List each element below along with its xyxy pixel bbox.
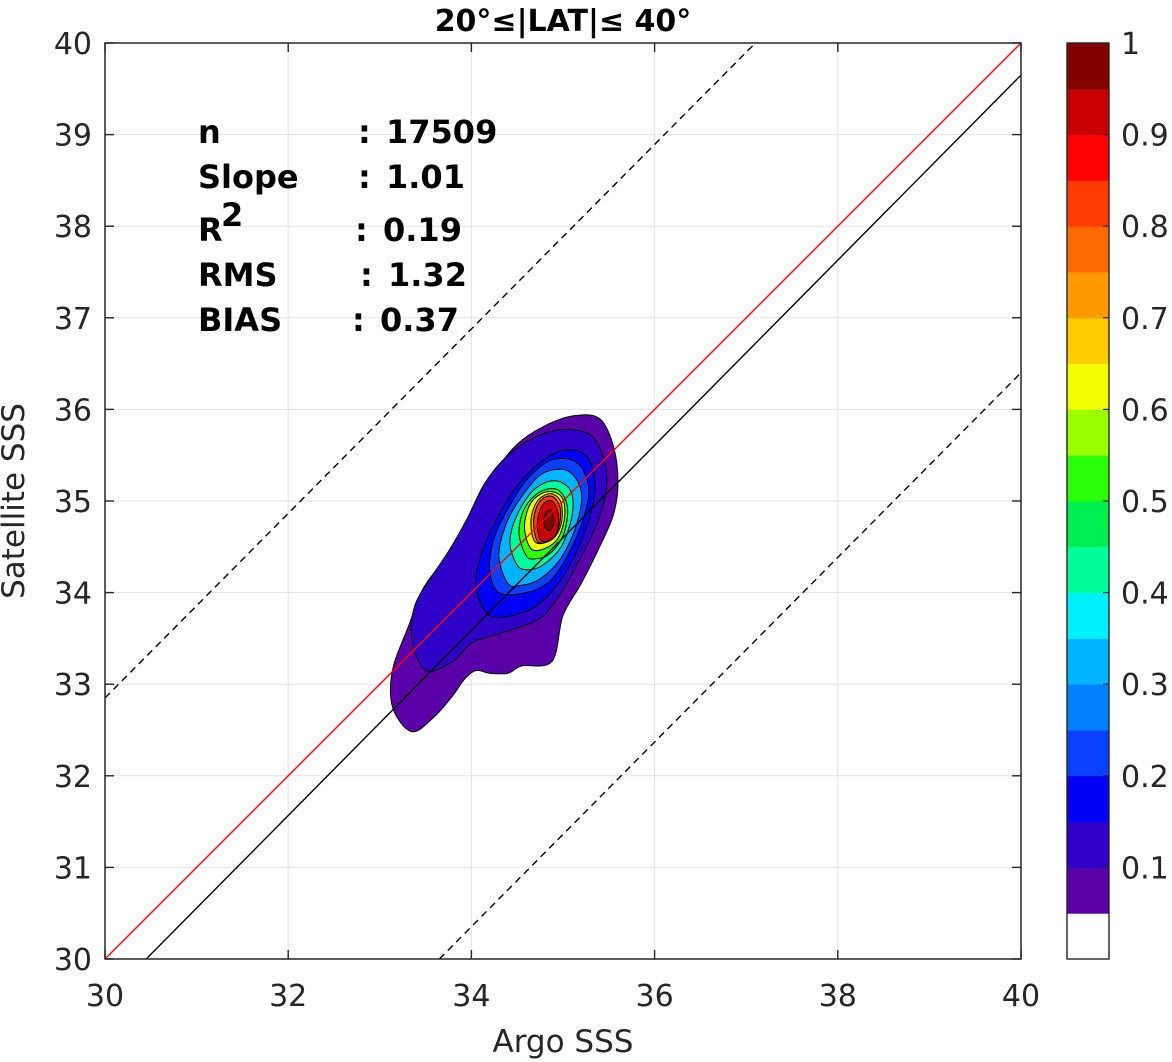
y-tick-label: 37 [54,302,92,337]
y-tick-label: 32 [54,760,92,795]
colorbar-tick-label: 0.8 [1121,210,1169,245]
y-tick-label: 38 [54,210,92,245]
y-axis-label: Satellite SSS [0,403,32,599]
colorbar-band-4 [1067,730,1109,777]
axis-ticks: 30 32 34 36 38 40 30 31 32 33 34 35 36 37 38 39 40 [54,27,1040,1014]
regression-line [145,74,1022,960]
colorbar-band-19 [1067,43,1109,90]
colorbar-band-6 [1067,638,1109,685]
colorbar-tick-label: 0.4 [1121,577,1169,612]
colorbar-band-3 [1067,775,1109,823]
y-tick-label: 30 [54,943,92,978]
colorbar-tick-label: 0.7 [1121,302,1169,337]
colorbar-band-18 [1067,88,1109,136]
grid [105,43,1021,959]
stat-label: R [198,211,223,249]
stat-label-sup: 2 [221,196,243,234]
y-tick-label: 36 [54,393,92,428]
colorbar-band-17 [1067,134,1109,181]
colorbar-band-5 [1067,684,1109,731]
colorbar-band-1 [1067,867,1109,914]
x-tick-label: 34 [452,979,490,1014]
colorbar-tick-label: 0.2 [1121,760,1169,795]
colorbar-tick-label: 0.6 [1121,393,1169,428]
x-tick-label: 40 [1002,979,1040,1014]
colorbar-band-0 [1067,913,1109,960]
stat-value: 17509 [386,113,497,151]
stat-label: BIAS [198,301,282,339]
colorbar: 0.1 0.2 0.3 0.4 0.5 0.6 0.7 0.8 0.9 1 [1066,27,1169,960]
contour-level-11 [543,509,555,532]
x-tick-label: 30 [86,979,124,1014]
y-tick-label: 39 [54,119,92,154]
lower-bound-line [438,372,1022,960]
stat-value: 0.19 [383,211,462,249]
colorbar-tick-label: 1 [1121,27,1140,62]
x-axis-label: Argo SSS [493,1024,634,1060]
density-contours [389,414,619,733]
chart-title: 20°≤|LAT|≤ 40° [435,4,692,39]
x-tick-label: 32 [269,979,307,1014]
colorbar-tick-label: 0.3 [1121,668,1169,703]
colorbar-band-7 [1067,592,1109,639]
stat-label: Slope [198,158,299,196]
colorbar-tick-label: 0.9 [1121,119,1169,154]
stat-separator: : [360,256,373,294]
upper-bound-line [104,42,756,699]
y-tick-label: 33 [54,668,92,703]
stat-value: 0.37 [380,301,459,339]
colorbar-band-8 [1067,546,1109,594]
stat-separator: : [358,113,371,151]
x-tick-label: 36 [636,979,674,1014]
x-tick-label: 38 [819,979,857,1014]
colorbar-band-12 [1067,363,1109,410]
reference-lines [104,42,1022,960]
stat-value: 1.01 [386,158,465,196]
colorbar-band-9 [1067,501,1109,548]
stat-separator: : [355,211,368,249]
colorbar-tick-label: 0.5 [1121,485,1169,520]
stat-value: 1.32 [388,256,467,294]
colorbar-tick-label: 0.1 [1121,851,1169,886]
colorbar-band-10 [1067,455,1109,502]
stat-separator: : [352,301,365,339]
stat-label: n [198,113,221,151]
one-to-one-line [104,42,1022,960]
stat-separator: : [358,158,371,196]
y-tick-label: 35 [54,485,92,520]
colorbar-band-11 [1067,409,1109,456]
y-tick-label: 40 [54,27,92,62]
stats-box: n:17509Slope:1.01R2:0.19RMS:1.32BIAS:0.3… [198,113,497,339]
y-tick-label: 34 [54,577,92,612]
stat-label: RMS [198,256,278,294]
colorbar-band-14 [1067,272,1109,319]
y-tick-label: 31 [54,851,92,886]
colorbar-band-16 [1067,180,1109,227]
colorbar-band-13 [1067,317,1109,365]
colorbar-band-2 [1067,821,1109,868]
colorbar-band-15 [1067,226,1109,273]
